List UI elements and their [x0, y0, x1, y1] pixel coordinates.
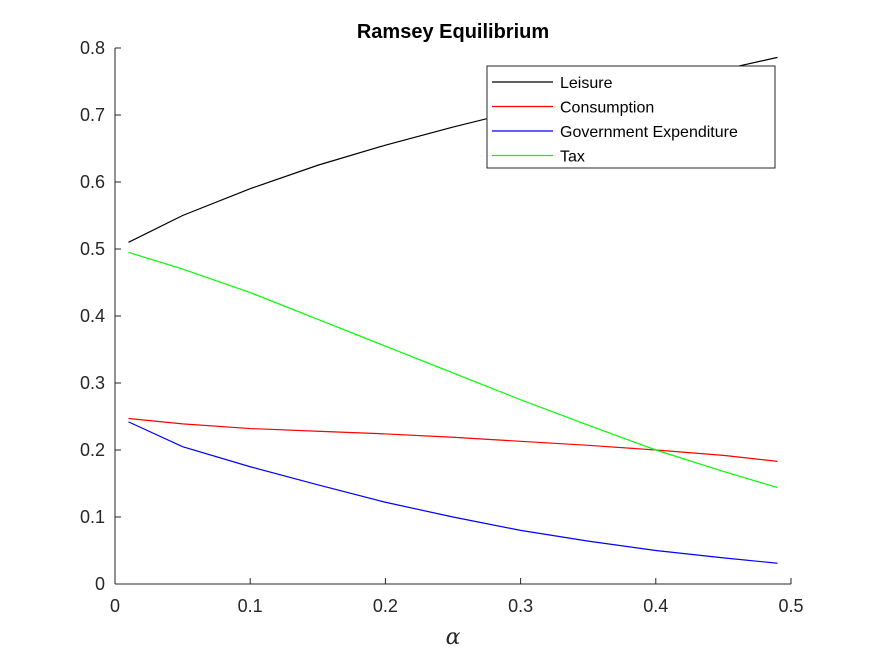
legend-label-government-expenditure: Government Expenditure [560, 124, 738, 141]
legend: Leisure Consumption Government Expenditure… [486, 65, 776, 169]
legend-label-consumption: Consumption [560, 100, 654, 117]
y-tick-label: 0.2 [80, 440, 105, 460]
y-tick-label: 0.4 [80, 306, 105, 326]
y-tick-label: 0.8 [80, 38, 105, 58]
x-tick-label: 0.5 [778, 596, 803, 616]
x-tick-label: 0.4 [643, 596, 668, 616]
legend-items: Leisure Consumption Government Expenditure… [492, 75, 738, 166]
x-tick-label: 0.1 [238, 596, 263, 616]
y-tick-label: 0.3 [80, 373, 105, 393]
x-tick-label: 0.2 [373, 596, 398, 616]
y-tick-label: 0.7 [80, 105, 105, 125]
series-line-consumption [128, 417, 778, 462]
series-line-tax [128, 251, 778, 489]
legend-box [486, 65, 776, 169]
ticks: 0 0.1 0.2 0.3 0.4 0.5 0 0.1 0.2 0.3 0.4 0.5 0.6 0.7 0.… [80, 38, 804, 616]
chart-title: Ramsey Equilibrium [357, 21, 549, 43]
x-tick-label: 0.3 [508, 596, 533, 616]
y-tick-label: 0.6 [80, 172, 105, 192]
y-tick-label: 0 [95, 574, 105, 594]
legend-label-tax: Tax [560, 149, 585, 166]
plot-area: 0 0.1 0.2 0.3 0.4 0.5 0 0.1 0.2 0.3 0.4 0.5 0.6 0.7 0.… [80, 38, 804, 616]
x-tick-label: 0 [110, 596, 120, 616]
y-tick-label: 0.1 [80, 507, 105, 527]
y-tick-label: 0.5 [80, 239, 105, 259]
x-axis-label: α [446, 625, 461, 650]
legend-label-leisure: Leisure [560, 75, 613, 92]
series-line-government-expenditure [128, 421, 778, 564]
